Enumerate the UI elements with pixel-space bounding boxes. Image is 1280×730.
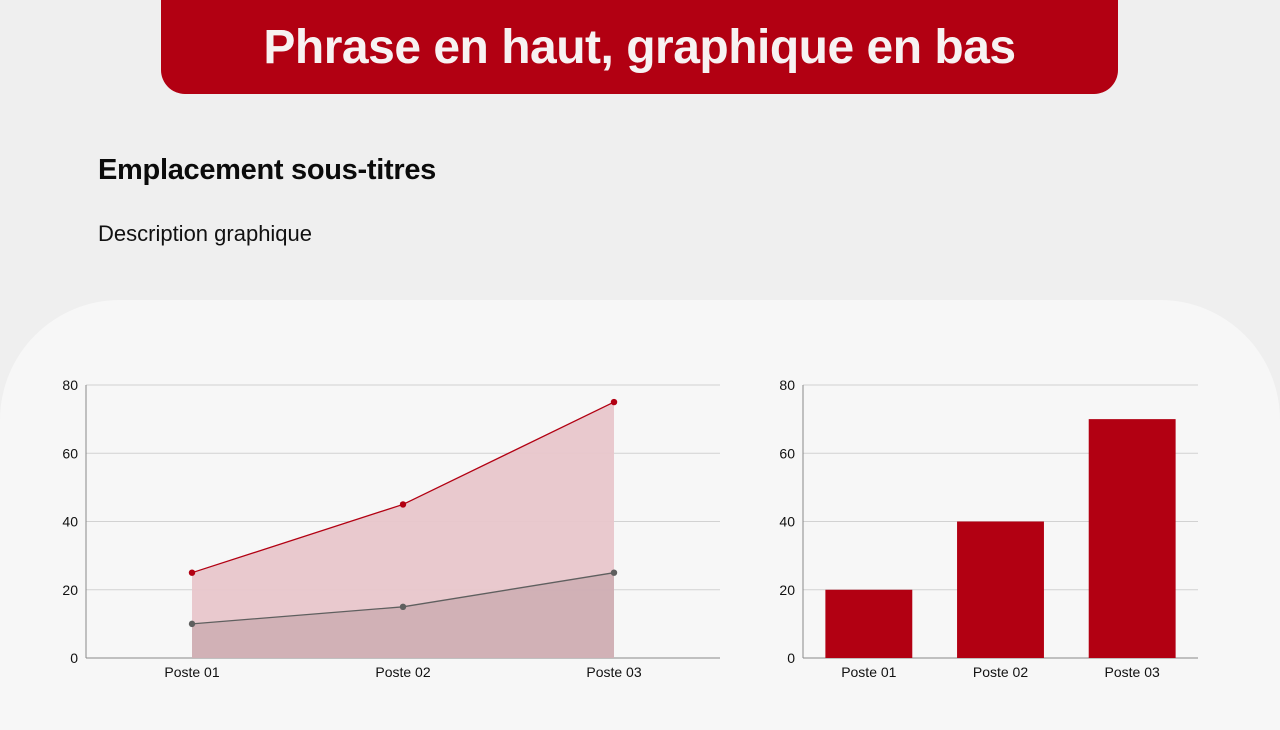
area-series-1-point: [610, 398, 618, 406]
y-tick-label: 40: [62, 514, 78, 530]
title-banner: Phrase en haut, graphique en bas: [161, 0, 1118, 94]
x-tick-label: Poste 01: [841, 664, 896, 680]
area-series-1-point: [188, 569, 196, 576]
area-series-2-fill: [192, 572, 614, 658]
y-tick-label: 20: [779, 582, 795, 598]
y-tick-label: 80: [779, 377, 795, 393]
y-tick-label: 80: [62, 377, 78, 393]
chart-description: Description graphique: [98, 221, 313, 246]
area-series-2-point: [610, 569, 618, 576]
y-tick-label: 20: [62, 582, 78, 598]
y-tick-label: 0: [787, 650, 795, 666]
x-tick-label: Poste 03: [586, 664, 641, 680]
subtitle: Emplacement sous-titres: [98, 154, 436, 186]
bar: [957, 521, 1044, 658]
y-tick-label: 60: [779, 445, 795, 461]
page-title: Phrase en haut, graphique en bas: [263, 20, 1016, 74]
bar: [825, 589, 913, 658]
area-series-1-point: [399, 501, 407, 508]
y-tick-label: 0: [70, 650, 78, 666]
x-tick-label: Poste 02: [375, 664, 430, 680]
x-tick-label: Poste 02: [973, 664, 1028, 680]
y-tick-label: 40: [779, 514, 795, 530]
area-series-2-point: [188, 620, 196, 628]
y-tick-label: 60: [62, 445, 78, 461]
x-tick-label: Poste 01: [164, 664, 219, 680]
x-tick-label: Poste 03: [1105, 664, 1160, 680]
area-series-2-point: [399, 603, 407, 611]
bar: [1088, 419, 1176, 658]
